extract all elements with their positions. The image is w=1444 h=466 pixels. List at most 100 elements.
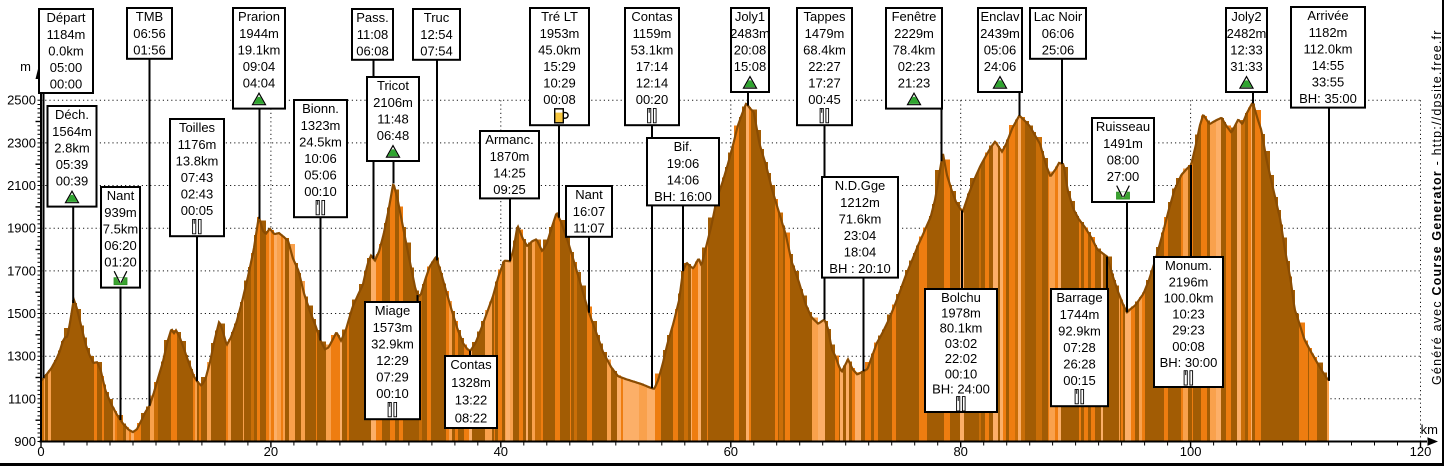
svg-text:08:00: 08:00 — [1107, 152, 1140, 167]
svg-text:Contas: Contas — [450, 357, 492, 372]
svg-text:00:39: 00:39 — [56, 174, 89, 189]
svg-text:00:20: 00:20 — [636, 92, 669, 107]
svg-text:03:02: 03:02 — [945, 336, 978, 351]
svg-text:1500: 1500 — [7, 306, 36, 321]
svg-text:08:22: 08:22 — [455, 410, 488, 425]
svg-text:71.6km: 71.6km — [839, 211, 882, 226]
svg-text:14:25: 14:25 — [493, 165, 526, 180]
svg-text:00:15: 00:15 — [1063, 373, 1096, 388]
svg-text:25:06: 25:06 — [1042, 42, 1075, 57]
svg-text:07:28: 07:28 — [1063, 340, 1096, 355]
svg-text:1573m: 1573m — [373, 320, 413, 335]
svg-text:2229m: 2229m — [894, 26, 934, 41]
svg-text:Arrivée: Arrivée — [1307, 8, 1348, 23]
svg-text:BH: 35:00: BH: 35:00 — [1299, 91, 1357, 106]
svg-text:09:04: 09:04 — [243, 59, 276, 74]
svg-text:06:56: 06:56 — [133, 26, 166, 41]
svg-text:27:00: 27:00 — [1107, 169, 1140, 184]
svg-text:900: 900 — [14, 434, 36, 449]
svg-text:1978m: 1978m — [941, 305, 981, 320]
svg-text:1491m: 1491m — [1103, 136, 1143, 151]
svg-text:Pass.: Pass. — [356, 10, 389, 25]
svg-text:14:55: 14:55 — [1312, 58, 1345, 73]
svg-text:05:00: 05:00 — [50, 60, 83, 75]
svg-text:100: 100 — [1180, 444, 1202, 459]
svg-text:2196m: 2196m — [1169, 274, 1209, 289]
svg-text:01:56: 01:56 — [133, 42, 166, 57]
svg-text:11:07: 11:07 — [573, 220, 605, 235]
svg-text:BH: 30:00: BH: 30:00 — [1160, 355, 1218, 370]
svg-text:1870m: 1870m — [490, 149, 530, 164]
svg-text:1184m: 1184m — [47, 27, 86, 42]
svg-text:11:08: 11:08 — [357, 27, 389, 42]
svg-text:1744m: 1744m — [1060, 307, 1100, 322]
svg-text:BH: 16:00: BH: 16:00 — [654, 189, 712, 204]
svg-text:km: km — [1421, 422, 1438, 437]
svg-text:11:48: 11:48 — [377, 111, 409, 126]
svg-text:22:27: 22:27 — [808, 59, 841, 74]
svg-text:00:08: 00:08 — [543, 92, 576, 107]
svg-text:68.4km: 68.4km — [803, 42, 846, 57]
svg-text:Nant: Nant — [107, 188, 135, 203]
svg-text:09:25: 09:25 — [493, 182, 526, 197]
svg-text:1700: 1700 — [7, 263, 36, 278]
svg-text:1176m: 1176m — [178, 137, 217, 152]
svg-text:12:14: 12:14 — [636, 76, 669, 91]
svg-text:78.4km: 78.4km — [893, 42, 936, 57]
svg-text:02:23: 02:23 — [898, 59, 931, 74]
svg-text:1300: 1300 — [7, 349, 36, 364]
svg-text:2483m: 2483m — [730, 26, 770, 41]
svg-text:0.0km: 0.0km — [48, 43, 83, 58]
svg-text:TMB: TMB — [136, 9, 163, 24]
svg-text:Fenêtre: Fenêtre — [892, 9, 937, 24]
svg-text:45.0km: 45.0km — [538, 42, 581, 57]
svg-text:1900: 1900 — [7, 221, 36, 236]
svg-text:02:43: 02:43 — [181, 187, 214, 202]
svg-text:05:39: 05:39 — [56, 157, 89, 172]
svg-text:17:14: 17:14 — [636, 59, 669, 74]
svg-text:00:45: 00:45 — [808, 92, 841, 107]
svg-text:07:43: 07:43 — [181, 170, 214, 185]
svg-text:10:06: 10:06 — [304, 151, 337, 166]
svg-text:Nant: Nant — [575, 187, 603, 202]
svg-text:19:06: 19:06 — [667, 156, 700, 171]
svg-text:1182m: 1182m — [1309, 25, 1348, 40]
svg-text:2439m: 2439m — [980, 26, 1020, 41]
svg-text:Contas: Contas — [631, 9, 673, 24]
svg-text:Tré LT: Tré LT — [541, 9, 578, 24]
svg-text:Ruisseau: Ruisseau — [1096, 119, 1150, 134]
svg-text:16:07: 16:07 — [573, 204, 606, 219]
svg-text:Lac Noir: Lac Noir — [1034, 9, 1083, 24]
svg-text:Barrage: Barrage — [1056, 290, 1102, 305]
svg-text:00:00: 00:00 — [50, 77, 83, 92]
svg-text:Enclav: Enclav — [980, 9, 1020, 24]
svg-text:7.5km: 7.5km — [103, 221, 138, 236]
svg-text:26:28: 26:28 — [1063, 357, 1096, 372]
svg-text:00:10: 00:10 — [945, 366, 978, 381]
svg-text:20: 20 — [264, 444, 278, 459]
svg-text:Bolchu: Bolchu — [941, 290, 981, 305]
svg-text:12:29: 12:29 — [376, 353, 409, 368]
svg-text:00:08: 00:08 — [1172, 339, 1205, 354]
svg-text:15:29: 15:29 — [543, 59, 576, 74]
svg-text:13:22: 13:22 — [455, 393, 488, 408]
svg-text:18:04: 18:04 — [844, 245, 877, 260]
svg-text:2482m: 2482m — [1227, 26, 1267, 41]
svg-text:24.5km: 24.5km — [299, 134, 342, 149]
svg-text:Départ: Départ — [46, 10, 85, 25]
svg-text:Bionn.: Bionn. — [302, 101, 339, 116]
svg-text:m: m — [20, 59, 31, 74]
svg-text:Bif.: Bif. — [674, 139, 693, 154]
svg-text:00:05: 00:05 — [181, 203, 214, 218]
svg-text:Tricot: Tricot — [377, 78, 409, 93]
svg-text:120: 120 — [1410, 444, 1432, 459]
svg-text:1212m: 1212m — [840, 195, 880, 210]
svg-text:Généré avec Course Generator: Généré avec Course Generator - http://dp… — [1430, 29, 1444, 385]
svg-text:20:08: 20:08 — [734, 42, 767, 57]
svg-text:N.D.Gge: N.D.Gge — [835, 178, 886, 193]
svg-text:04:04: 04:04 — [243, 76, 276, 91]
svg-text:06:06: 06:06 — [1042, 26, 1075, 41]
svg-text:24:06: 24:06 — [984, 59, 1017, 74]
svg-text:939m: 939m — [104, 205, 137, 220]
svg-text:Joly2: Joly2 — [1231, 9, 1261, 24]
